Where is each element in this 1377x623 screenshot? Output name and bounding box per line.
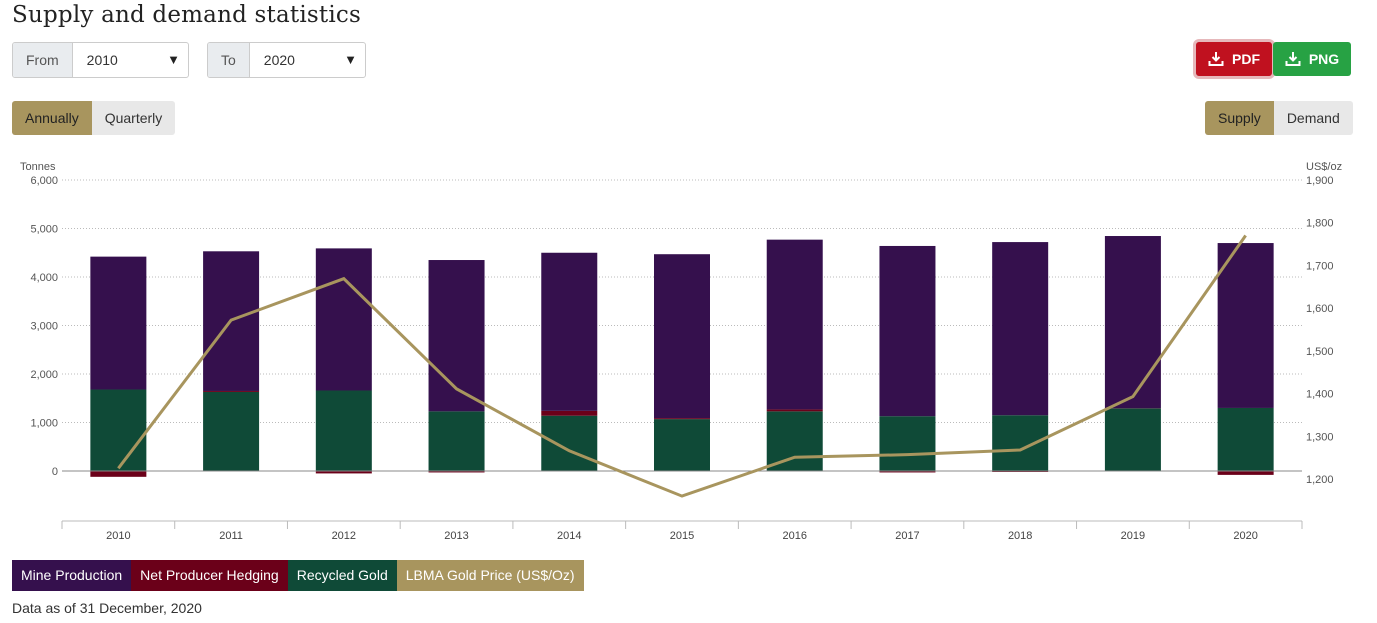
x-tick-label: 2014 (557, 530, 581, 542)
download-png-button[interactable]: PNG (1273, 42, 1351, 76)
x-tick-label: 2020 (1233, 530, 1257, 542)
quarterly-toggle-button[interactable]: Quarterly (91, 101, 176, 135)
download-pdf-button[interactable]: PDF (1196, 42, 1272, 76)
chevron-down-icon: ▼ (344, 52, 357, 67)
x-tick-label: 2010 (106, 530, 130, 542)
from-year-select[interactable]: From 2010 ▼ (12, 42, 189, 78)
download-icon (1285, 52, 1301, 66)
from-year-value-box[interactable]: 2010 ▼ (73, 43, 188, 77)
y-right-tick-label: 1,400 (1306, 389, 1334, 401)
from-year-value: 2010 (86, 52, 118, 68)
bar-mine-production (1104, 236, 1161, 409)
period-toggle: Annually Quarterly (12, 101, 176, 135)
bar-net-producer-hedging (315, 471, 372, 474)
chart-legend: Mine Production Net Producer Hedging Rec… (12, 560, 584, 591)
supply-toggle-button[interactable]: Supply (1205, 101, 1274, 135)
x-tick-label: 2015 (670, 530, 694, 542)
bar-mine-production (1217, 243, 1274, 408)
y-right-tick-label: 1,700 (1306, 260, 1334, 272)
bar-net-producer-hedging (766, 409, 823, 412)
to-label: To (208, 43, 250, 77)
x-tick-label: 2012 (332, 530, 356, 542)
y-right-tick-label: 1,300 (1306, 431, 1334, 443)
bar-mine-production (90, 256, 147, 390)
demand-toggle-button[interactable]: Demand (1273, 101, 1353, 135)
y-left-tick-label: 5,000 (30, 224, 58, 236)
y-right-tick-label: 1,900 (1306, 175, 1334, 187)
bar-net-producer-hedging (90, 471, 147, 477)
x-tick-label: 2019 (1121, 530, 1145, 542)
chevron-down-icon: ▼ (167, 52, 180, 67)
bar-recycled-gold (1104, 408, 1161, 471)
x-tick-label: 2013 (444, 530, 468, 542)
bar-recycled-gold (428, 411, 485, 471)
bar-recycled-gold (541, 415, 598, 471)
y-left-tick-label: 1,000 (30, 418, 58, 430)
bar-mine-production (315, 248, 372, 391)
y-right-tick-label: 1,600 (1306, 303, 1334, 315)
bar-mine-production (541, 252, 598, 411)
bar-recycled-gold (203, 391, 260, 471)
bar-recycled-gold (1217, 407, 1274, 471)
bar-net-producer-hedging (654, 418, 710, 420)
bar-recycled-gold (766, 411, 823, 471)
to-year-value: 2020 (263, 52, 295, 68)
y-right-tick-label: 1,200 (1306, 474, 1334, 486)
from-label: From (13, 43, 73, 77)
bar-net-producer-hedging (1217, 471, 1274, 475)
y-left-tick-label: 2,000 (30, 369, 58, 381)
x-tick-label: 2017 (895, 530, 919, 542)
x-tick-label: 2011 (219, 530, 243, 542)
bar-mine-production (766, 239, 823, 410)
y-left-tick-label: 6,000 (30, 175, 58, 187)
bar-mine-production (428, 260, 485, 412)
y-left-tick-label: 4,000 (30, 272, 58, 284)
legend-recycled-gold[interactable]: Recycled Gold (287, 560, 397, 591)
to-year-value-box[interactable]: 2020 ▼ (250, 43, 365, 77)
bar-mine-production (654, 254, 710, 419)
data-date-note: Data as of 31 December, 2020 (12, 600, 202, 616)
png-label: PNG (1308, 51, 1340, 67)
y-left-tick-label: 0 (52, 466, 58, 478)
annually-toggle-button[interactable]: Annually (12, 101, 92, 135)
to-year-select[interactable]: To 2020 ▼ (207, 42, 366, 78)
bar-mine-production (879, 245, 936, 417)
y-right-tick-label: 1,800 (1306, 218, 1334, 230)
line-lbma-gold-price (117, 234, 1247, 498)
bar-recycled-gold (992, 415, 1049, 471)
legend-net-producer-hedging[interactable]: Net Producer Hedging (131, 560, 288, 591)
y-left-tick-label: 3,000 (30, 321, 58, 333)
bar-recycled-gold (654, 419, 710, 471)
bar-recycled-gold (90, 389, 147, 471)
bar-net-producer-hedging (203, 390, 260, 392)
legend-mine-production[interactable]: Mine Production (12, 560, 132, 591)
x-tick-label: 2016 (782, 530, 806, 542)
page-title: Supply and demand statistics (12, 2, 361, 28)
bar-recycled-gold (879, 416, 936, 471)
bar-mine-production (992, 242, 1049, 416)
supply-chart: 0 1,000 2,000 3,000 4,000 5,000 6,000 1,200 1,30… (20, 161, 1342, 542)
pdf-label: PDF (1232, 51, 1260, 67)
bar-net-producer-hedging (879, 471, 936, 473)
bar-recycled-gold (315, 390, 372, 471)
view-toggle: Supply Demand (1205, 101, 1353, 135)
y-right-axis-label: US$/oz (1306, 161, 1342, 173)
download-icon (1208, 52, 1224, 66)
y-right-tick-label: 1,500 (1306, 346, 1334, 358)
x-tick-label: 2018 (1008, 530, 1032, 542)
y-left-axis-label: Tonnes (20, 161, 56, 173)
legend-lbma-gold-price[interactable]: LBMA Gold Price (US$/Oz) (396, 560, 584, 591)
bar-net-producer-hedging (541, 410, 598, 416)
bar-net-producer-hedging (428, 471, 485, 473)
